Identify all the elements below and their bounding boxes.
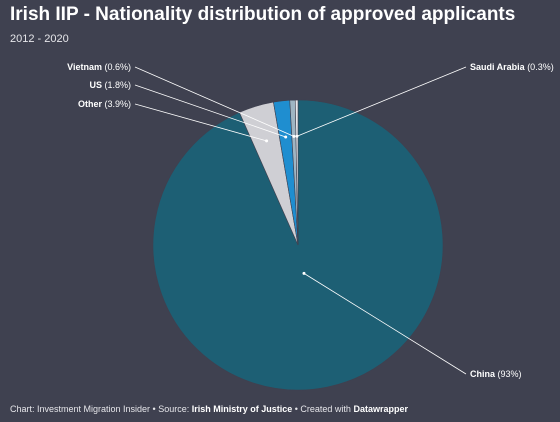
footer-tool: Datawrapper: [353, 404, 408, 414]
slice-label-us: US (1.8%): [89, 80, 131, 90]
leader-dot-other: [265, 139, 269, 143]
slice-label-saudi-arabia: Saudi Arabia (0.3%): [470, 62, 554, 72]
leader-dot-saudi-arabia: [295, 134, 299, 138]
leader-line-vietnam: [134, 66, 295, 137]
leader-dot-china: [302, 271, 306, 275]
footer-created-with: • Created with: [292, 404, 354, 414]
leader-line-other: [134, 103, 267, 142]
leader-line-us: [134, 84, 286, 138]
leader-line-saudi-arabia: [296, 66, 467, 137]
chart-title: Irish IIP - Nationality distribution of …: [10, 4, 516, 25]
leader-dot-us: [284, 135, 288, 139]
footer-source: Irish Ministry of Justice: [191, 404, 293, 414]
leader-dot-vietnam: [292, 134, 296, 138]
footer-credit: Chart: Investment Migration Insider • So…: [10, 404, 192, 414]
slice-label-china: China (93%): [470, 369, 522, 379]
slice-label-vietnam: Vietnam (0.6%): [67, 62, 131, 72]
leader-line-china: [303, 273, 467, 375]
slice-label-other: Other (3.9%): [78, 99, 131, 109]
chart-footer: Chart: Investment Migration Insider • So…: [10, 404, 408, 414]
chart-subtitle: 2012 - 2020: [10, 33, 69, 45]
